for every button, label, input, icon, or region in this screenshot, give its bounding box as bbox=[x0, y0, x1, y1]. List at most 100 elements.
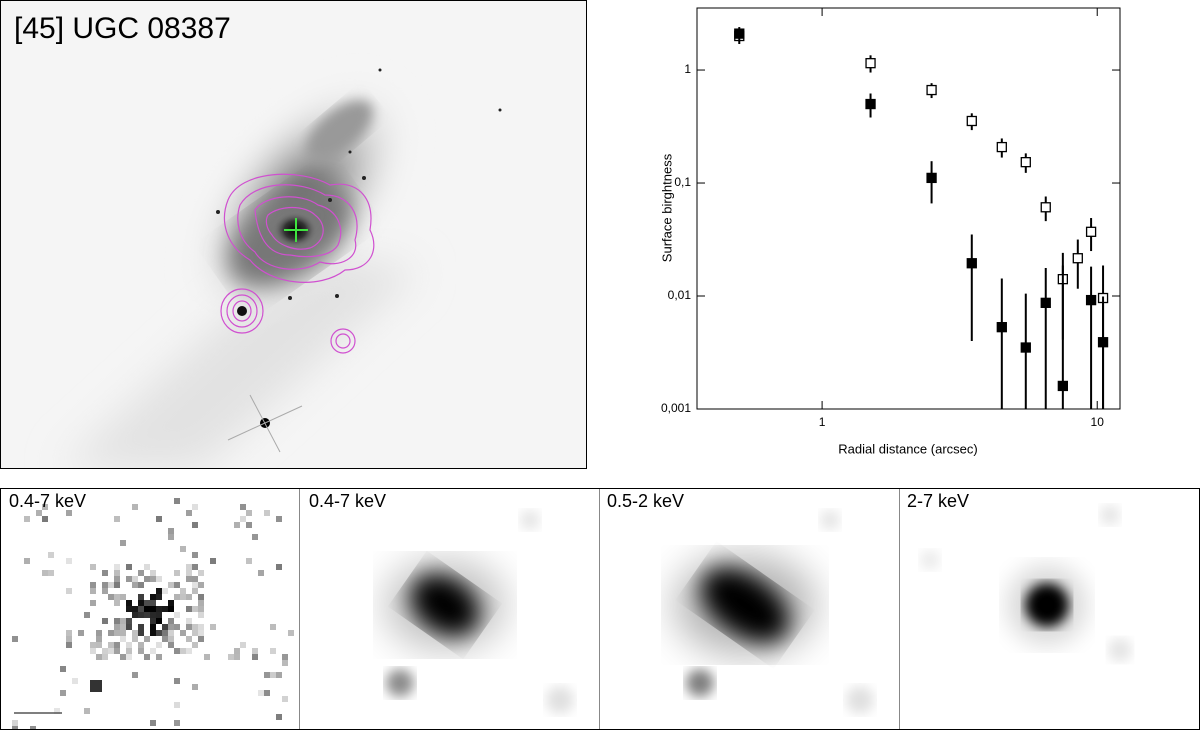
count-pixel bbox=[138, 648, 144, 654]
count-pixel bbox=[180, 630, 186, 636]
count-pixel bbox=[138, 570, 144, 576]
data-point bbox=[996, 141, 1007, 153]
count-pixel bbox=[66, 588, 72, 594]
count-pixel bbox=[120, 636, 126, 642]
data-point bbox=[1085, 226, 1097, 237]
count-pixel bbox=[30, 726, 36, 729]
count-pixel bbox=[108, 594, 114, 600]
count-pixel bbox=[126, 576, 132, 582]
count-pixel bbox=[138, 600, 144, 606]
plot-frame bbox=[696, 7, 1121, 410]
count-pixel bbox=[168, 618, 174, 624]
count-pixel bbox=[156, 642, 162, 648]
count-pixel bbox=[120, 654, 126, 660]
count-pixel bbox=[162, 636, 168, 642]
count-pixel bbox=[102, 618, 108, 624]
count-pixel bbox=[276, 714, 282, 720]
count-pixel bbox=[150, 606, 156, 612]
x-tick-label: 1 bbox=[819, 415, 826, 429]
count-pixel bbox=[198, 600, 204, 606]
count-pixel bbox=[90, 680, 96, 686]
count-pixel bbox=[276, 564, 282, 570]
count-pixel bbox=[210, 624, 216, 630]
count-pixel bbox=[192, 522, 198, 528]
count-pixel bbox=[180, 648, 186, 654]
count-pixel bbox=[258, 690, 264, 696]
count-pixel bbox=[174, 594, 180, 600]
count-pixel bbox=[96, 680, 102, 686]
image-title: [45] UGC 08387 bbox=[14, 12, 231, 45]
count-pixel bbox=[84, 708, 90, 714]
count-pixel bbox=[192, 684, 198, 690]
count-pixel bbox=[102, 582, 108, 588]
count-pixel bbox=[132, 582, 138, 588]
count-pixel bbox=[168, 636, 174, 642]
count-pixel bbox=[168, 630, 174, 636]
count-pixel bbox=[270, 624, 276, 630]
count-pixel bbox=[180, 588, 186, 594]
count-pixel bbox=[102, 648, 108, 654]
count-pixel bbox=[150, 618, 156, 624]
count-pixel bbox=[126, 642, 132, 648]
count-pixel bbox=[48, 570, 54, 576]
data-point bbox=[966, 115, 977, 127]
count-pixel bbox=[132, 636, 138, 642]
count-pixel bbox=[144, 564, 150, 570]
count-pixel bbox=[282, 654, 288, 660]
count-pixel bbox=[78, 630, 84, 636]
count-pixel bbox=[120, 624, 126, 630]
count-pixel bbox=[192, 564, 198, 570]
count-pixel bbox=[66, 630, 72, 636]
count-pixel bbox=[132, 612, 138, 618]
count-pixel bbox=[150, 570, 156, 576]
count-pixel bbox=[96, 686, 102, 692]
count-pixel bbox=[126, 600, 132, 606]
panel-label: 2-7 keV bbox=[907, 491, 969, 511]
count-pixel bbox=[252, 648, 258, 654]
count-pixel bbox=[174, 582, 180, 588]
y-tick-label: 0,1 bbox=[674, 175, 691, 189]
panel-label: 0.4-7 keV bbox=[9, 491, 86, 511]
count-pixel bbox=[252, 654, 258, 660]
count-pixel bbox=[42, 504, 48, 510]
panel-label: 0.5-2 keV bbox=[607, 491, 684, 511]
count-pixel bbox=[156, 594, 162, 600]
count-pixel bbox=[138, 624, 144, 630]
count-pixel bbox=[114, 576, 120, 582]
count-pixel bbox=[126, 606, 132, 612]
count-pixel bbox=[114, 564, 120, 570]
count-pixel bbox=[138, 642, 144, 648]
count-pixel bbox=[192, 642, 198, 648]
count-pixel bbox=[150, 630, 156, 636]
data-point bbox=[996, 322, 1007, 333]
count-pixel bbox=[42, 516, 48, 522]
count-pixel bbox=[228, 654, 234, 660]
count-pixel bbox=[162, 624, 168, 630]
count-pixel bbox=[150, 624, 156, 630]
count-pixel bbox=[174, 648, 180, 654]
count-pixel bbox=[126, 648, 132, 654]
count-pixel bbox=[144, 576, 150, 582]
data-point bbox=[1040, 202, 1051, 213]
count-pixel bbox=[132, 672, 138, 678]
count-pixel bbox=[150, 594, 156, 600]
count-pixel bbox=[96, 642, 102, 648]
count-pixel bbox=[240, 504, 246, 510]
data-point bbox=[1020, 157, 1031, 168]
count-pixel bbox=[72, 678, 78, 684]
count-pixel bbox=[156, 630, 162, 636]
count-pixel bbox=[264, 510, 270, 516]
count-pixel bbox=[102, 654, 108, 660]
count-pixel bbox=[270, 672, 276, 678]
count-pixel bbox=[96, 636, 102, 642]
count-pixel bbox=[246, 510, 252, 516]
count-pixel bbox=[144, 612, 150, 618]
count-pixel bbox=[60, 666, 66, 672]
count-pixel bbox=[246, 558, 252, 564]
count-pixel bbox=[198, 624, 204, 630]
count-pixel bbox=[156, 606, 162, 612]
data-point bbox=[926, 84, 937, 96]
count-pixel bbox=[162, 588, 168, 594]
count-pixel bbox=[114, 516, 120, 522]
